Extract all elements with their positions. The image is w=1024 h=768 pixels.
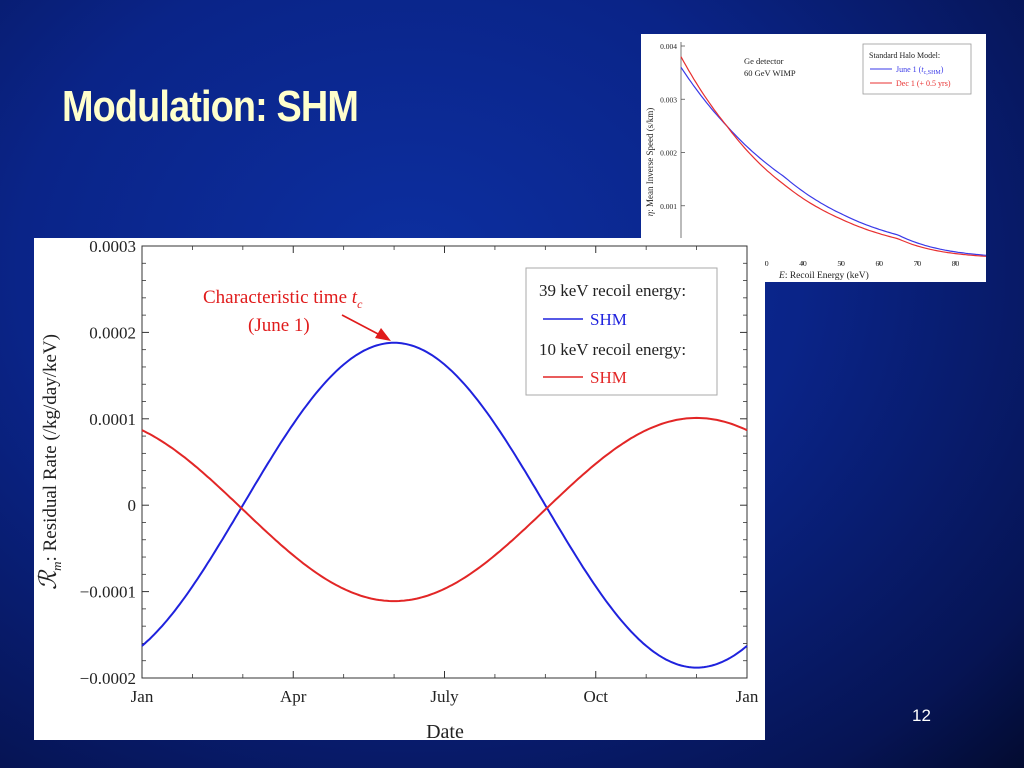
inset-legend-entry-june: June 1 (tc,SHM) bbox=[896, 65, 944, 76]
y-tick-label: −0.0002 bbox=[80, 669, 136, 688]
inset-axes: 0.004 0.003 0.002 0.001 30 40 50 60 70 80 bbox=[660, 42, 960, 268]
inset-x-axis-label: E: Recoil Energy (keV) bbox=[778, 270, 869, 281]
x-axis-label: Date bbox=[426, 721, 464, 740]
series-line-39kev bbox=[141, 341, 748, 669]
inset-x-tick-label: 80 bbox=[952, 259, 960, 268]
inset-y-axis-label: η: Mean Inverse Speed (s/km) bbox=[645, 108, 655, 216]
legend-series-10kev: SHM bbox=[590, 368, 627, 387]
inset-x-tick-label: 30 bbox=[761, 259, 769, 268]
y-tick-label: −0.0001 bbox=[80, 583, 136, 602]
legend-group1-title: 39 keV recoil energy: bbox=[539, 281, 686, 300]
main-curves bbox=[141, 341, 748, 669]
inset-x-tick-label: 50 bbox=[837, 259, 845, 268]
y-tick-label: 0.0003 bbox=[89, 238, 136, 256]
page-number: 12 bbox=[912, 706, 931, 725]
inset-y-tick-label: 0.002 bbox=[660, 149, 677, 158]
inset-curves bbox=[680, 56, 987, 257]
y-tick-label: 0 bbox=[128, 496, 137, 515]
inset-chart-svg: 0.004 0.003 0.002 0.001 30 40 50 60 70 80 Ge dete… bbox=[645, 42, 987, 281]
inset-y-tick-label: 0.003 bbox=[660, 95, 677, 104]
y-axis-label: ℛm: Residual Rate (/kg/day/keV) bbox=[36, 334, 64, 590]
annotation-line1: Characteristic time tc bbox=[203, 287, 363, 311]
inset-x-tick-label: 60 bbox=[876, 259, 884, 268]
slide-title: Modulation: SHM bbox=[62, 82, 359, 131]
inset-note-line1: Ge detector bbox=[744, 56, 784, 66]
inset-y-tick-label: 0.001 bbox=[660, 202, 677, 211]
inset-x-tick-label: 70 bbox=[914, 259, 922, 268]
legend-box bbox=[525, 267, 718, 396]
x-tick-label: July bbox=[430, 687, 459, 706]
legend-series-39kev: SHM bbox=[590, 310, 627, 329]
main-chart: 0.0003 0.0002 0.0001 0 −0.0001 −0.0002 Jan Apr J… bbox=[34, 237, 765, 743]
x-tick-label: Apr bbox=[280, 687, 307, 706]
inset-legend-title: Standard Halo Model: bbox=[869, 51, 940, 60]
inset-series-dec-1 bbox=[680, 56, 987, 257]
x-tick-label: Jan bbox=[131, 687, 154, 706]
x-tick-label: Oct bbox=[583, 687, 608, 706]
inset-y-tick-label: 0.004 bbox=[660, 42, 677, 51]
y-tick-label: 0.0001 bbox=[89, 410, 136, 429]
inset-x-tick-label: 40 bbox=[799, 259, 807, 268]
inset-note-line2: 60 GeV WIMP bbox=[744, 68, 796, 78]
y-tick-label: 0.0002 bbox=[89, 323, 136, 342]
legend-group2-title: 10 keV recoil energy: bbox=[539, 340, 686, 359]
inset-series-june-1 bbox=[680, 66, 987, 256]
annotation-arrow-line bbox=[341, 314, 381, 336]
inset-legend-entry-dec: Dec 1 (+ 0.5 yrs) bbox=[896, 79, 951, 88]
series-line-10kev bbox=[141, 416, 748, 603]
x-tick-label: Jan bbox=[736, 687, 759, 706]
annotation-arrow-head bbox=[375, 328, 391, 341]
annotation-line2: (June 1) bbox=[248, 315, 310, 336]
